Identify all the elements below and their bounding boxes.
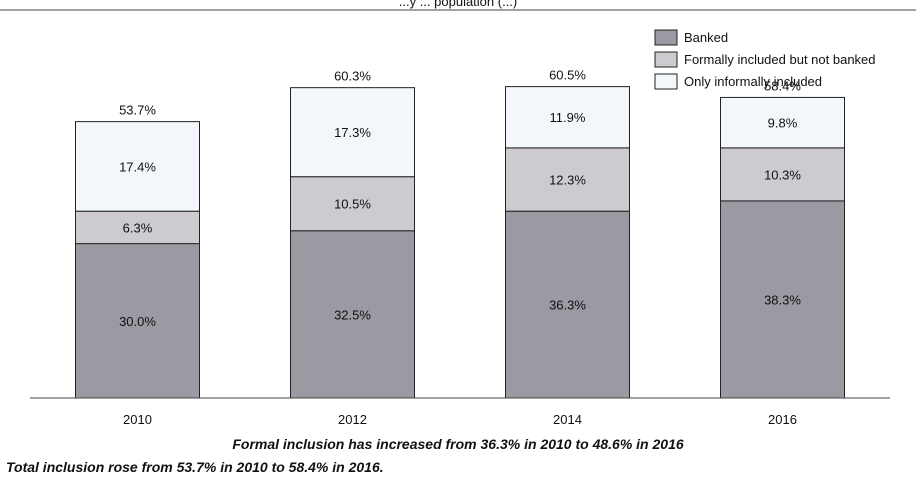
segment-label-2016-2: 9.8% xyxy=(768,116,798,131)
total-inclusion-note: Total inclusion rose from 53.7% in 2010 … xyxy=(6,459,384,475)
x-tick-label-2016: 2016 xyxy=(768,412,797,427)
segment-label-2010-1: 6.3% xyxy=(123,220,153,235)
chart-title: ...y ... population (...) xyxy=(399,0,518,9)
segment-label-2014-1: 12.3% xyxy=(549,173,586,188)
formal-inclusion-note: Formal inclusion has increased from 36.3… xyxy=(232,436,684,452)
segment-label-2016-1: 10.3% xyxy=(764,167,801,182)
total-label-2010: 53.7% xyxy=(119,103,156,118)
legend-label-0: Banked xyxy=(684,30,728,45)
bar-segment-2014-2 xyxy=(505,86,630,149)
bar-segment-2012-0 xyxy=(290,230,415,399)
segment-label-2012-1: 10.5% xyxy=(334,197,371,212)
segment-label-2014-2: 11.9% xyxy=(550,110,586,125)
total-label-2014: 60.5% xyxy=(549,68,586,83)
segment-label-2012-0: 32.5% xyxy=(334,307,371,322)
legend-swatch-1 xyxy=(654,51,678,68)
bars-group: 30.0% 6.3% 17.4% 53.7% 32.5% 10.5% 17.3% 60.3% 3… xyxy=(75,68,845,399)
bar-segment-2016-1 xyxy=(720,147,845,202)
bar-segment-2014-1 xyxy=(505,147,630,212)
bar-segment-2016-0 xyxy=(720,200,845,399)
x-tick-label-2012: 2012 xyxy=(338,412,367,427)
total-label-2016: 58.4% xyxy=(764,78,801,93)
segment-label-2016-0: 38.3% xyxy=(764,292,801,307)
x-tick-label-2014: 2014 xyxy=(553,412,582,427)
total-label-2012: 60.3% xyxy=(334,69,371,84)
segment-label-2014-0: 36.3% xyxy=(549,298,586,313)
bar-segment-2010-1 xyxy=(75,210,200,245)
bar-segment-2012-1 xyxy=(290,176,415,232)
bar-segment-2010-2 xyxy=(75,121,200,212)
segment-label-2010-2: 17.4% xyxy=(119,159,156,174)
segment-label-2012-2: 17.3% xyxy=(334,125,371,140)
segment-label-2010-0: 30.0% xyxy=(119,314,156,329)
legend: Banked Formally included but not banked On… xyxy=(654,29,876,90)
legend-label-1: Formally included but not banked xyxy=(684,52,876,67)
legend-label-2: Only informally included xyxy=(684,74,822,89)
bar-segment-2016-2 xyxy=(720,96,845,149)
legend-swatch-0 xyxy=(654,29,678,46)
bar-segment-2012-2 xyxy=(290,87,415,178)
x-axis-ticks: 2010 2012 2014 2016 xyxy=(123,412,797,427)
legend-swatch-2 xyxy=(654,73,678,90)
bar-segment-2014-0 xyxy=(505,210,630,399)
x-tick-label-2010: 2010 xyxy=(123,412,152,427)
